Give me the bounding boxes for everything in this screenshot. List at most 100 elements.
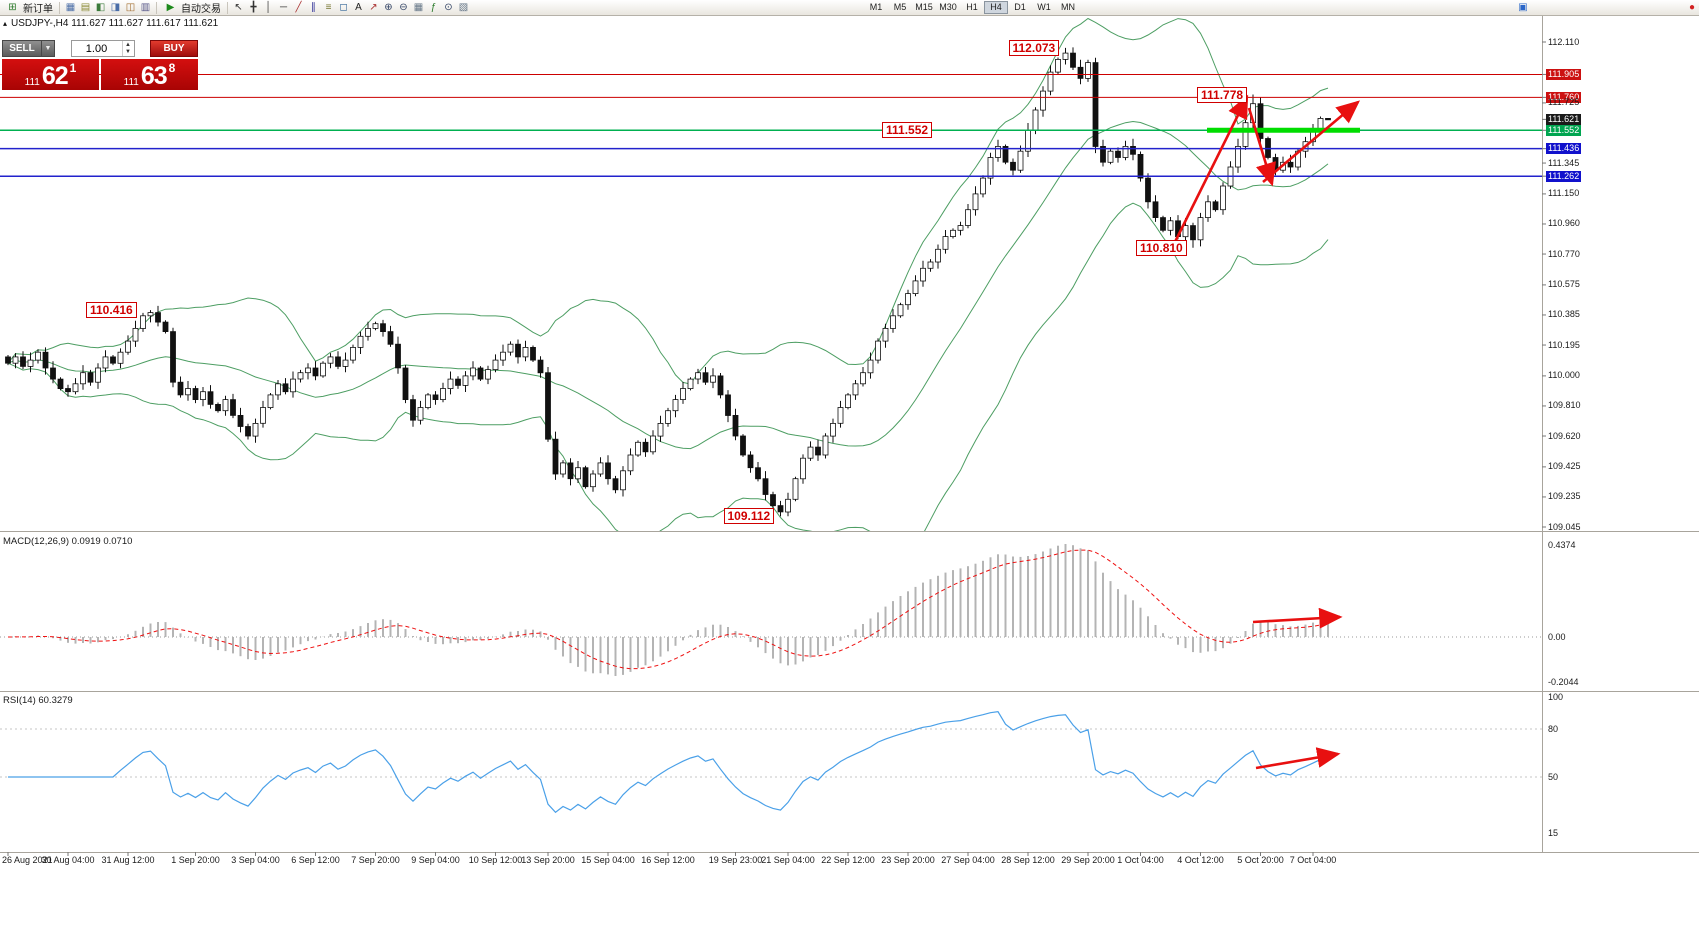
time-axis-label: 21 Sep 04:00 — [761, 855, 815, 865]
templates-icon[interactable]: ▧ — [458, 1, 469, 13]
price-axis-label: 110.575 — [1548, 279, 1580, 290]
trendline-icon[interactable]: ╱ — [295, 1, 302, 13]
time-axis-label: 16 Sep 12:00 — [641, 855, 695, 865]
data-window-icon[interactable]: ◨ — [110, 1, 121, 13]
volume-spinner[interactable]: ▲ ▼ — [121, 41, 134, 56]
timeframe-button-m5[interactable]: M5 — [888, 1, 912, 14]
community-icon[interactable]: ▣ — [1518, 2, 1528, 13]
fibonacci-icon[interactable]: ≡ — [325, 1, 332, 13]
time-axis-label: 7 Oct 04:00 — [1289, 855, 1337, 865]
sell-price-display[interactable]: 111 62 1 — [2, 59, 99, 90]
trend-arrow[interactable] — [1168, 94, 1249, 253]
price-axis-label: 110.385 — [1548, 309, 1580, 320]
new-order-button[interactable]: ⊞ 新订单 — [2, 1, 56, 16]
periods-icon[interactable]: ⊙ — [444, 1, 453, 13]
zoom-in-icon[interactable]: ⊕ — [384, 1, 393, 13]
vertical-line-icon[interactable]: │ — [265, 1, 272, 13]
chart-quote: ▴ USDJPY-,H4 111.627 111.627 111.617 111… — [3, 18, 218, 29]
symbol-triangle-icon: ▴ — [3, 19, 8, 28]
toolbar-separator — [156, 1, 157, 14]
trend-arrow[interactable] — [1247, 107, 1276, 187]
equidistant-channel-icon[interactable]: ∥ — [311, 1, 316, 13]
price-axis-label: 111.905 — [1546, 68, 1582, 80]
rsi-axis-label: 15 — [1548, 827, 1559, 838]
sell-button[interactable]: SELL — [2, 40, 42, 57]
time-axis-label: 19 Sep 23:00 — [708, 855, 763, 865]
buy-price-big: 63 — [140, 62, 168, 90]
symbol-ohlc-text: USDJPY-,H4 111.627 111.627 111.617 111.6… — [11, 18, 219, 29]
sell-price-big: 62 — [41, 62, 69, 90]
buy-price-pip: 8 — [168, 61, 176, 75]
timeframe-button-mn[interactable]: MN — [1056, 1, 1080, 14]
buy-price-prefix: 111 — [123, 77, 139, 88]
tile-windows-icon[interactable]: ▦ — [413, 1, 424, 13]
market-watch-icon[interactable]: ◧ — [95, 1, 106, 13]
sell-dropdown-icon[interactable]: ▼ — [42, 40, 55, 57]
trend-arrow[interactable] — [1262, 100, 1360, 183]
time-axis-label: 22 Sep 12:00 — [821, 855, 875, 865]
bollinger-bands — [7, 17, 1329, 531]
timeframe-button-h4[interactable]: H4 — [984, 1, 1008, 14]
timeframe-button-m30[interactable]: M30 — [936, 1, 960, 14]
price-axis-label: 110.000 — [1548, 370, 1580, 381]
price-axis-label: 110.960 — [1548, 218, 1580, 229]
timeframe-button-m15[interactable]: M15 — [912, 1, 936, 14]
shapes-icon[interactable]: ◻ — [339, 1, 348, 13]
text-icon[interactable]: A — [355, 1, 362, 13]
buy-price-display[interactable]: 111 63 8 — [101, 59, 198, 90]
crosshair-icon[interactable]: ╋ — [250, 1, 257, 13]
time-axis-label: 4 Oct 12:00 — [1177, 855, 1224, 865]
volume-input[interactable] — [71, 41, 122, 56]
toolbar-separator — [227, 1, 228, 14]
price-annotation[interactable]: 110.416 — [86, 302, 137, 319]
rsi-indicator — [0, 711, 1542, 814]
price-annotation[interactable]: 110.810 — [1136, 239, 1187, 256]
buy-button[interactable]: BUY — [150, 40, 198, 57]
autotrading-button[interactable]: ▶ 自动交易 — [160, 1, 224, 16]
price-axis-label: 110.195 — [1548, 339, 1580, 350]
indicators-icon[interactable]: ƒ — [430, 1, 437, 13]
sell-price-prefix: 111 — [24, 77, 40, 88]
alert-icon[interactable]: ● — [1694, 1, 1699, 14]
price-axis-label: 111.262 — [1546, 170, 1582, 182]
record-icon[interactable]: ● — [1688, 2, 1696, 13]
new-order-label: 新订单 — [23, 4, 53, 15]
terminal-icon[interactable]: ▥ — [140, 1, 151, 13]
navigator-icon[interactable]: ◫ — [125, 1, 136, 13]
volume-up-icon[interactable]: ▲ — [125, 41, 131, 48]
rsi-axis-label: 100 — [1548, 691, 1564, 702]
new-chart-icon[interactable]: ▦ — [65, 1, 76, 13]
trend-arrow[interactable] — [1252, 607, 1343, 629]
time-axis-label: 15 Sep 04:00 — [581, 855, 635, 865]
price-annotation[interactable]: 109.112 — [723, 508, 775, 525]
price-axis-label: 111.436 — [1546, 143, 1582, 155]
time-axis-label: 27 Sep 04:00 — [941, 855, 995, 865]
time-axis-label: 31 Aug 12:00 — [101, 855, 155, 865]
price-axis-label: 109.425 — [1548, 461, 1581, 472]
window-icons-group: ▦ ▤ ◧ ◨ ◫ ▥ — [63, 1, 153, 14]
volume-down-icon[interactable]: ▼ — [125, 48, 131, 55]
price-annotation[interactable]: 112.073 — [1008, 39, 1060, 56]
cursor-icon[interactable]: ↖ — [234, 1, 243, 13]
timeframe-button-w1[interactable]: W1 — [1032, 1, 1056, 14]
zoom-out-icon[interactable]: ⊖ — [399, 1, 408, 13]
candlestick-series — [5, 47, 1331, 517]
profiles-icon[interactable]: ▤ — [80, 1, 91, 13]
macd-axis-label: -0.2044 — [1548, 676, 1579, 687]
arrow-object-icon[interactable]: ↗ — [369, 1, 378, 13]
horizontal-line-icon[interactable]: ─ — [279, 1, 288, 13]
price-annotation[interactable]: 111.778 — [1197, 86, 1248, 103]
price-axis-label: 111.345 — [1548, 157, 1580, 168]
trend-arrow[interactable] — [1255, 747, 1341, 770]
timeframe-button-m1[interactable]: M1 — [864, 1, 888, 14]
price-axis-label: 109.235 — [1548, 491, 1581, 502]
price-annotation[interactable]: 111.552 — [882, 122, 933, 139]
new-order-icon: ⊞ — [8, 1, 17, 13]
timeframe-toolbar: M1 M5 M15 M30 H1 H4 D1 W1 MN — [864, 1, 1080, 15]
price-axis-label: 109.620 — [1548, 430, 1581, 441]
price-axis-label: 112.110 — [1548, 36, 1580, 47]
timeframe-button-h1[interactable]: H1 — [960, 1, 984, 14]
timeframe-button-d1[interactable]: D1 — [1008, 1, 1032, 14]
